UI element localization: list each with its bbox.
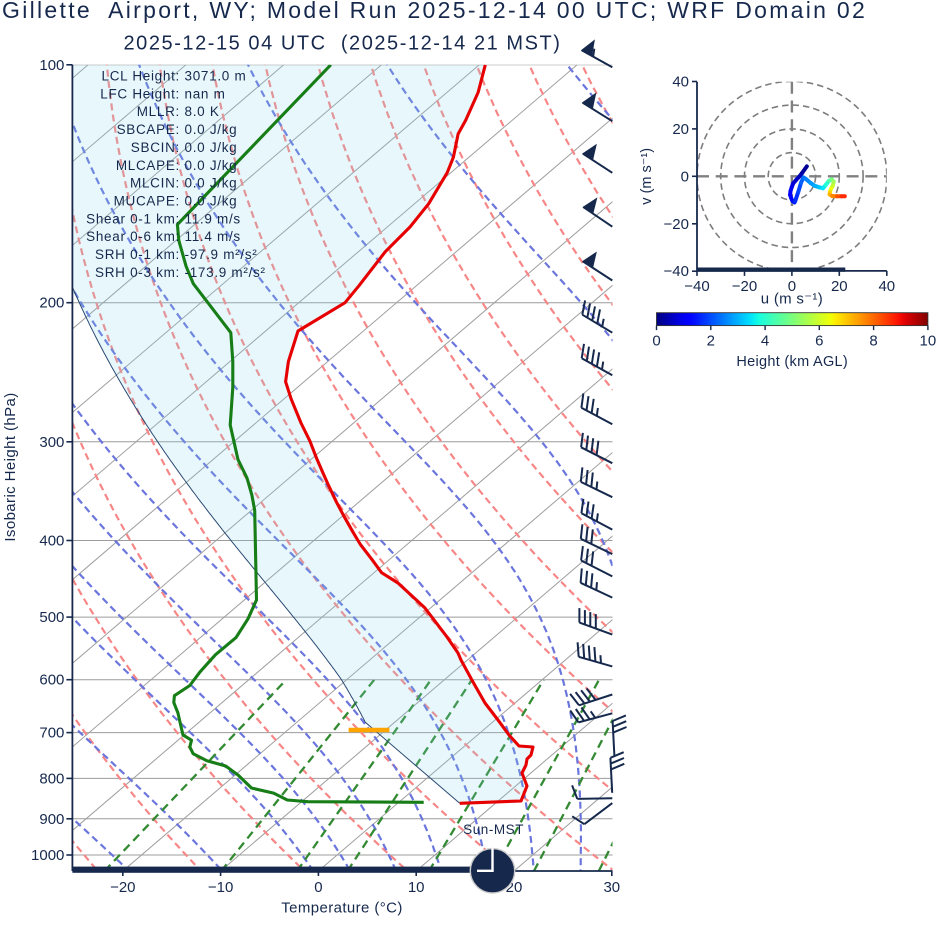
svg-text:400: 400 <box>39 533 64 550</box>
svg-text:300: 300 <box>39 434 64 451</box>
svg-text:30: 30 <box>603 879 620 896</box>
svg-text:u (m s⁻¹): u (m s⁻¹) <box>761 291 823 308</box>
svg-text:MLCIN:: MLCIN: <box>130 176 180 191</box>
svg-text:6: 6 <box>815 333 823 350</box>
svg-text:20: 20 <box>831 278 848 295</box>
svg-text:-173.9 m²/s²: -173.9 m²/s² <box>185 265 266 280</box>
svg-text:0: 0 <box>681 168 689 185</box>
svg-text:200: 200 <box>39 295 64 312</box>
svg-text:0.0 J/kg: 0.0 J/kg <box>185 158 238 173</box>
svg-text:800: 800 <box>39 770 64 787</box>
svg-text:v (m s⁻¹): v (m s⁻¹) <box>639 148 655 205</box>
svg-text:MUCAPE:: MUCAPE: <box>114 194 180 209</box>
svg-text:SRH 0-1 km:: SRH 0-1 km: <box>95 247 180 262</box>
svg-text:0: 0 <box>314 879 322 896</box>
svg-text:0.0 J/kg: 0.0 J/kg <box>185 140 238 155</box>
svg-text:Temperature (°C): Temperature (°C) <box>281 900 403 917</box>
svg-text:10: 10 <box>920 333 936 350</box>
svg-text:3071.0 m: 3071.0 m <box>185 69 247 84</box>
svg-text:LCL Height:: LCL Height: <box>102 69 181 84</box>
svg-text:11.9 m/s: 11.9 m/s <box>185 211 241 226</box>
svg-text:4: 4 <box>761 333 769 350</box>
svg-text:SRH 0-3 km:: SRH 0-3 km: <box>95 265 180 280</box>
svg-text:−20: −20 <box>732 278 757 295</box>
svg-text:Sun-MST: Sun-MST <box>463 822 524 837</box>
svg-text:0.0 J/kg: 0.0 J/kg <box>185 122 238 137</box>
svg-text:Shear 0-1 km:: Shear 0-1 km: <box>86 211 180 226</box>
svg-text:20: 20 <box>672 121 689 138</box>
svg-text:Height (km AGL): Height (km AGL) <box>736 354 848 370</box>
svg-text:2025-12-15 04 UTC (2025-12-14: 2025-12-15 04 UTC (2025-12-14 21 MST) <box>124 33 562 55</box>
svg-text:SBCIN:: SBCIN: <box>131 140 180 155</box>
svg-text:0: 0 <box>652 333 660 350</box>
svg-text:8: 8 <box>869 333 877 350</box>
svg-text:2: 2 <box>707 333 715 350</box>
svg-text:LFC Height:: LFC Height: <box>100 86 180 101</box>
svg-text:Isobaric Height (hPa): Isobaric Height (hPa) <box>2 392 19 541</box>
svg-text:0.0 J/kg: 0.0 J/kg <box>185 176 238 191</box>
svg-text:900: 900 <box>39 811 64 828</box>
svg-text:8.0 K: 8.0 K <box>185 104 220 119</box>
svg-text:−40: −40 <box>684 278 709 295</box>
svg-text:−40: −40 <box>664 263 689 280</box>
svg-text:-97.9 m²/s²: -97.9 m²/s² <box>185 247 258 262</box>
svg-text:11.4 m/s: 11.4 m/s <box>185 229 241 244</box>
svg-text:MLLR:: MLLR: <box>137 104 180 119</box>
svg-text:−10: −10 <box>208 879 233 896</box>
svg-text:−20: −20 <box>664 216 689 233</box>
svg-text:nan m: nan m <box>185 86 226 101</box>
svg-text:40: 40 <box>672 74 689 91</box>
svg-text:SBCAPE:: SBCAPE: <box>117 122 180 137</box>
svg-text:100: 100 <box>39 57 64 74</box>
svg-text:10: 10 <box>408 879 425 896</box>
svg-text:600: 600 <box>39 672 64 689</box>
svg-text:0.0 J/kg: 0.0 J/kg <box>185 194 238 209</box>
svg-text:40: 40 <box>878 278 895 295</box>
svg-text:700: 700 <box>39 725 64 742</box>
svg-text:Shear 0-6 km:: Shear 0-6 km: <box>86 229 180 244</box>
svg-text:500: 500 <box>39 609 64 626</box>
svg-text:−20: −20 <box>110 879 135 896</box>
svg-text:Gillette Airport, WY; Model R: Gillette Airport, WY; Model Run 2025-12-… <box>2 0 867 23</box>
svg-text:MLCAPE:: MLCAPE: <box>116 158 180 173</box>
svg-text:1000: 1000 <box>31 847 64 864</box>
